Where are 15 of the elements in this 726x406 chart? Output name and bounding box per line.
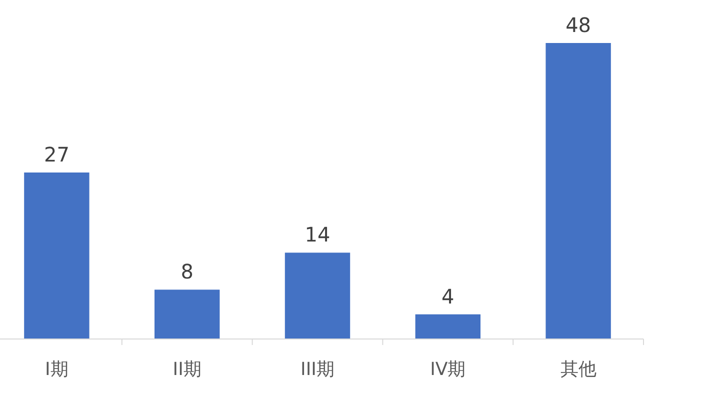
x-tick-label: IV期 bbox=[430, 359, 466, 380]
bar bbox=[154, 290, 220, 339]
x-tick-label: II期 bbox=[172, 359, 202, 380]
data-label: 4 bbox=[442, 284, 454, 308]
bar bbox=[415, 314, 480, 339]
x-tick-label: I期 bbox=[45, 359, 68, 380]
bar bbox=[284, 252, 350, 339]
x-tick-label: 其他 bbox=[560, 359, 596, 380]
x-tick-label: III期 bbox=[300, 359, 334, 380]
bar bbox=[546, 43, 611, 339]
bar bbox=[24, 172, 90, 339]
data-label: 8 bbox=[180, 260, 194, 284]
data-label: 27 bbox=[44, 142, 70, 166]
data-label: 48 bbox=[566, 13, 592, 37]
data-label: 14 bbox=[304, 222, 330, 247]
